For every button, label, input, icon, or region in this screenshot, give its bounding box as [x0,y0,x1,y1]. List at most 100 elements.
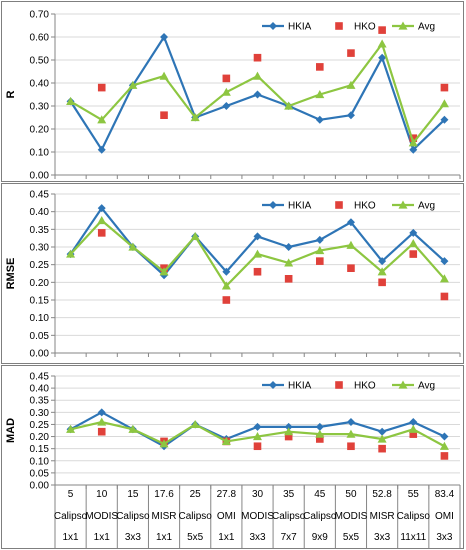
x-table-sensor-row-label: OMI [435,511,454,522]
mad-legend-marker-hko [335,381,343,389]
x-table-distance-row-label: 50 [345,489,357,500]
mad-point-hkia [253,422,262,431]
rmse-point-hkia [378,257,387,266]
rmse-y-tick-label: 0.40 [30,207,50,218]
mad-point-avg [408,424,418,433]
x-table-resolution-row-label: 5x5 [343,532,360,543]
r-point-hkia [346,111,355,120]
x-axis-category-table: 5 10 15 17.6 25 27.8 30 35 45 50 52.8 55 83.4 Calipso… [54,485,461,548]
rmse-point-hko [409,250,418,258]
x-table-distance-row-label: 52.8 [372,489,392,500]
r-point-avg [315,90,325,99]
x-table-distance-row-label: 35 [283,489,295,500]
x-table-sensor-row-label: MODIS [85,511,118,522]
x-table-sensor-row-label: Calipso [179,511,213,522]
rmse-y-tick-label: 0.05 [30,331,50,342]
x-table-resolution-row-label: 1x1 [218,532,235,543]
mad-y-tick-label: 0.40 [30,384,50,395]
rmse-point-hko [97,229,106,237]
rmse-legend-marker-hkia [269,201,277,209]
rmse-point-hkia [253,232,262,241]
mad-legend-marker-hkia [269,381,277,389]
x-table-resolution-row-label: 3x3 [374,532,391,543]
rmse-point-avg [190,231,200,240]
x-table-sensor-row-label: Calipso [397,511,431,522]
x-table-sensor-row-label: OMI [217,511,236,522]
mad-legend-label-avg: Avg [418,381,435,392]
mad-point-avg [377,434,387,443]
x-table-distance-row-label: 15 [127,489,139,500]
mad-point-hko [97,427,106,436]
r-point-avg [66,96,76,105]
panel-frame-mad [1,365,464,549]
r-point-hko [97,83,106,92]
x-table-resolution-row-label: 11x11 [400,532,426,543]
mad-point-avg [315,429,325,438]
x-table-sensor-row-label: Calipso [272,511,306,522]
mad-y-tick-label: 0.25 [30,420,50,431]
r-point-hko [316,63,324,71]
rmse-point-hko [347,264,355,272]
x-table-distance-row-label: 30 [252,489,264,500]
mad-y-tick-label: 0.15 [30,444,50,455]
rmse-point-avg [253,249,262,258]
x-table-distance-row-label: 27.8 [217,489,237,500]
chart-rmse: 0.00 0.05 0.10 0.15 0.20 0.25 0.30 0.35 0.40 0.45… [5,190,461,360]
rmse-point-avg [346,240,356,249]
rmse-point-avg [315,246,325,255]
x-table-distance-row-label: 55 [408,489,420,500]
r-point-hkia [409,145,418,154]
r-legend-label-avg: Avg [418,22,435,33]
r-point-avg [128,80,138,89]
x-table-resolution-row-label: 3x3 [249,532,266,543]
rmse-point-hko [440,292,449,301]
mad-y-tick-label: 0.35 [30,396,50,407]
mad-point-avg [66,424,76,433]
mad-point-hkia [440,432,449,441]
rmse-point-avg [221,281,231,290]
x-table-resolution-row-label: 1x1 [94,532,111,543]
mad-point-hko [316,435,324,443]
x-table-resolution-row-label: 3x3 [436,532,453,543]
r-point-avg [159,71,169,80]
mad-point-hkia [315,422,324,431]
rmse-point-avg [128,242,138,251]
mad-point-avg [97,417,107,426]
r-point-avg [377,39,387,48]
mad-point-hko [347,442,355,451]
r-y-tick-label: 0.50 [30,56,50,67]
mad-legend-label-hkia: HKIA [288,381,312,392]
r-point-hko [409,134,418,142]
mad-point-avg [253,432,262,441]
r-point-avg [408,138,418,147]
r-point-hkia [160,33,169,41]
mad-point-hko [284,432,293,441]
rmse-point-avg [66,249,76,258]
rmse-y-tick-label: 0.30 [30,243,50,254]
mad-point-avg [159,439,169,448]
rmse-point-hkia [409,228,418,237]
rmse-point-hkia [97,204,106,213]
rmse-point-hko [222,296,231,304]
r-point-hkia [253,90,262,99]
mad-y-tick-label: 0.30 [30,408,50,419]
rmse-legend-label-hko: HKO [354,201,376,212]
r-point-avg [346,80,356,89]
r-point-avg [190,113,200,122]
r-y-axis-title: R [5,90,17,98]
x-table-distance-row-label: 83.4 [435,489,455,500]
x-table-distance-row-label: 10 [96,489,108,500]
r-point-hko [253,53,262,62]
r-point-hkia [440,115,449,124]
rmse-point-hkia [315,235,324,244]
mad-y-axis-title: MAD [5,418,17,443]
rmse-legend-label-hkia: HKIA [288,201,312,212]
x-table-resolution-row-label: 9x9 [312,532,329,543]
rmse-point-hko [316,257,324,265]
panel-frame-rmse [1,183,464,364]
r-point-avg [284,101,294,110]
r-legend-marker-avg [398,21,408,30]
r-legend-marker-hko [335,22,343,30]
rmse-point-avg [408,238,418,248]
